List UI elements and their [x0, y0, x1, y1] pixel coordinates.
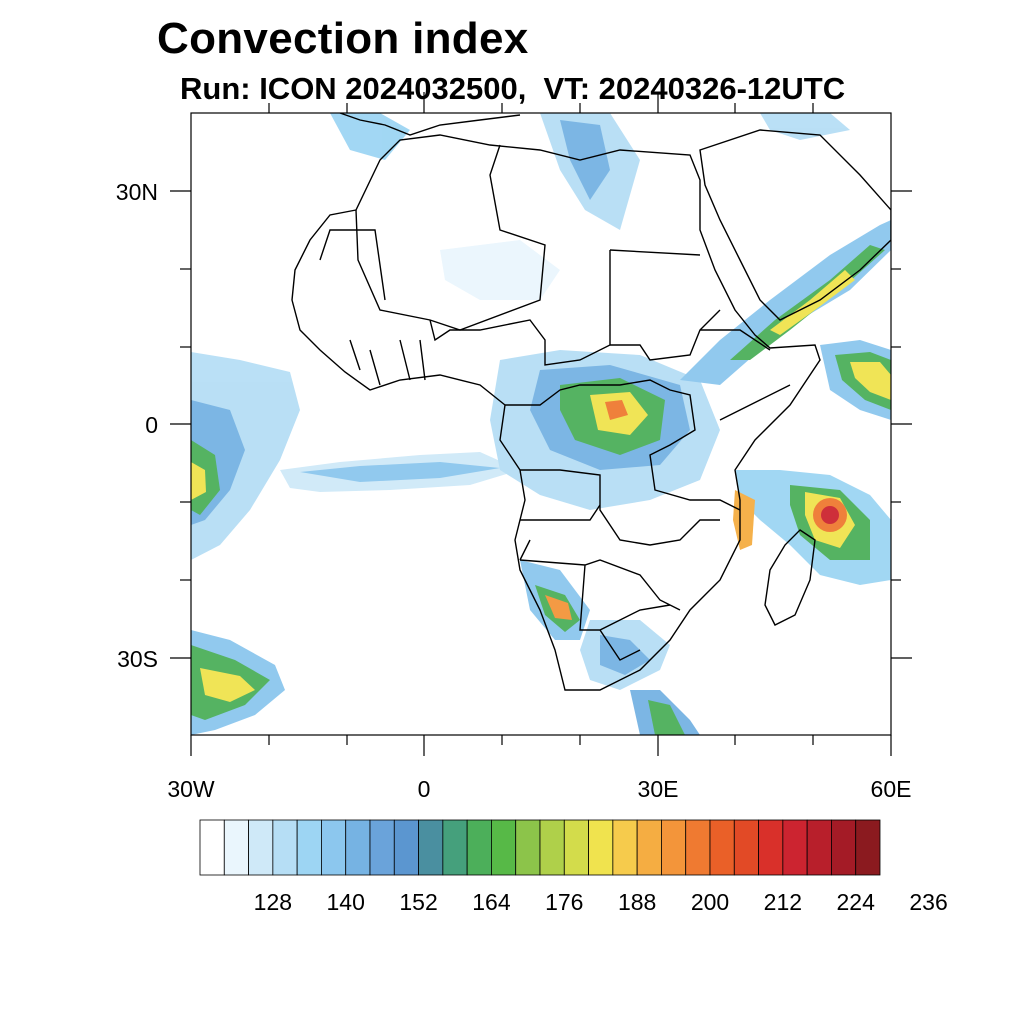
- colorbar-swatch: [321, 819, 347, 876]
- colorbar-swatch: [418, 819, 444, 876]
- colorbar-swatch: [758, 819, 784, 876]
- colorbar-swatch: [636, 819, 662, 876]
- arabia-coastline: [699, 129, 891, 321]
- field-atlantic-west: [191, 352, 300, 560]
- field-central-africa-red: [605, 400, 628, 420]
- colorbar-swatch: [466, 819, 492, 876]
- colorbar-swatch: [199, 819, 225, 876]
- field-namibia-yellow: [545, 595, 572, 620]
- map-area: [191, 113, 891, 735]
- field-equatorial-streak-core: [300, 462, 500, 482]
- border-south: [519, 559, 681, 661]
- colorbar-swatch: [491, 819, 517, 876]
- colorbar-swatch: [709, 819, 735, 876]
- colorbar-swatch: [831, 819, 857, 876]
- chart-subtitle: Run: ICON 2024032500, VT: 20240326-12UTC: [180, 71, 846, 106]
- colorbar-swatch: [612, 819, 638, 876]
- europe-coastline: [339, 113, 521, 136]
- border-west: [349, 339, 426, 386]
- field-south-africa-core: [600, 635, 650, 675]
- field-atlantic-west-green: [191, 440, 220, 515]
- border-drc: [520, 469, 720, 546]
- field-med-west: [330, 113, 410, 160]
- colorbar-swatch: [733, 819, 759, 876]
- colorbar-swatch: [539, 819, 565, 876]
- colorbar-swatch: [685, 819, 711, 876]
- border-sahel: [319, 229, 611, 366]
- lon-label-60e: 60E: [870, 776, 912, 802]
- colorbar-swatch: [369, 819, 395, 876]
- lat-label-equator: 0: [145, 412, 158, 438]
- border-central: [505, 379, 741, 511]
- colorbar-tick-label: 152: [399, 889, 438, 915]
- colorbar-swatch: [272, 819, 298, 876]
- colorbar-tick-label: 212: [763, 889, 803, 915]
- lon-label-0: 0: [417, 776, 431, 802]
- coastlines-and-borders: [291, 113, 891, 691]
- field-south-atlantic-yellow: [200, 668, 255, 702]
- field-north-east: [760, 113, 850, 140]
- field-horn-band: [680, 220, 891, 385]
- colorbar-swatch: [248, 819, 274, 876]
- chart-title: Convection index: [157, 14, 529, 63]
- field-med-central-core: [560, 120, 610, 200]
- colorbar-swatch: [442, 819, 468, 876]
- lon-label-30e: 30E: [637, 776, 679, 802]
- colorbar-swatch: [393, 819, 419, 876]
- colorbar-swatch: [806, 819, 832, 876]
- border-north: [355, 144, 546, 331]
- colorbar-tick-label: 200: [690, 889, 730, 915]
- colorbar-tick-label: 176: [545, 889, 584, 915]
- colorbar-swatch: [563, 819, 589, 876]
- field-atlantic-west-yellow: [191, 462, 206, 500]
- colorbar-tick-label: 164: [472, 889, 511, 915]
- colorbar-swatch: [345, 819, 371, 876]
- field-horn-yellow: [770, 270, 855, 335]
- colorbar-swatch: [588, 819, 614, 876]
- colorbar-tick-label: 188: [617, 889, 657, 915]
- colorbar-swatch: [296, 819, 322, 876]
- axis-ticks: [170, 92, 912, 756]
- colorbar-swatch: [855, 819, 881, 876]
- border-east: [700, 329, 791, 421]
- field-mozambique: [733, 490, 755, 550]
- africa-coastline: [291, 134, 821, 691]
- madagascar-coastline: [764, 529, 816, 626]
- lon-label-30w: 30W: [167, 776, 215, 802]
- colorbar-swatch: [223, 819, 249, 876]
- colorbar-swatch: [782, 819, 808, 876]
- colorbar-tick-label: 128: [253, 889, 293, 915]
- lat-label-30n: 30N: [115, 179, 158, 205]
- colorbar-tick-label: 236: [909, 889, 948, 915]
- colorbar-swatch: [661, 819, 687, 876]
- field-southeast-core: [648, 700, 685, 735]
- border-egypt-sudan: [609, 249, 721, 361]
- convection-field: [191, 113, 891, 735]
- field-cyclone-eye: [821, 506, 839, 524]
- colorbar: [199, 819, 881, 876]
- lat-label-30s: 30S: [117, 646, 158, 672]
- field-arabian-sea-yellow: [850, 362, 891, 400]
- colorbar-swatch: [515, 819, 541, 876]
- border-angola: [519, 504, 601, 561]
- colorbar-tick-label: 224: [836, 889, 875, 915]
- field-sahara: [440, 240, 560, 300]
- colorbar-tick-label: 140: [326, 889, 365, 915]
